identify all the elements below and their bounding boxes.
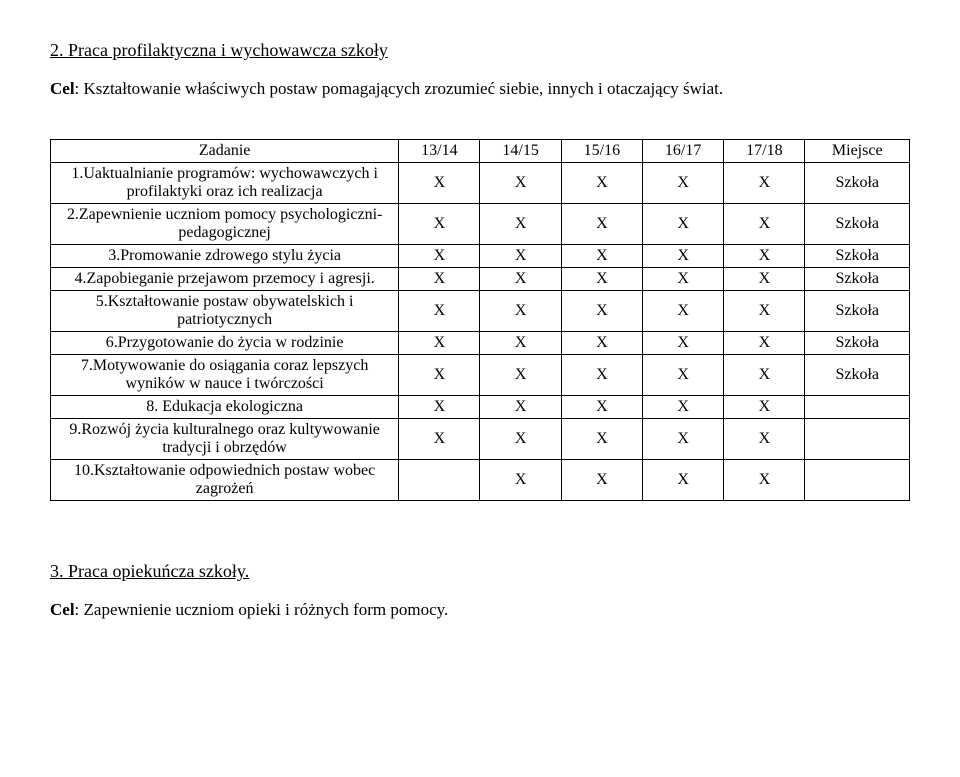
mark-cell: X	[480, 355, 561, 396]
mark-cell: X	[724, 163, 805, 204]
mark-cell: X	[399, 419, 480, 460]
mark-cell: X	[480, 419, 561, 460]
place-cell: Szkoła	[805, 204, 910, 245]
task-cell: 8. Edukacja ekologiczna	[51, 396, 399, 419]
table-row: 3.Promowanie zdrowego stylu życiaXXXXXSz…	[51, 245, 910, 268]
task-cell: 7.Motywowanie do osiągania coraz lepszyc…	[51, 355, 399, 396]
header-16-17: 16/17	[642, 140, 723, 163]
task-cell: 4.Zapobieganie przejawom przemocy i agre…	[51, 268, 399, 291]
mark-cell: X	[724, 332, 805, 355]
mark-cell: X	[561, 268, 642, 291]
task-cell: 6.Przygotowanie do życia w rodzinie	[51, 332, 399, 355]
table-row: 9.Rozwój życia kulturalnego oraz kultywo…	[51, 419, 910, 460]
header-13-14: 13/14	[399, 140, 480, 163]
mark-cell: X	[724, 291, 805, 332]
place-cell	[805, 419, 910, 460]
mark-cell: X	[724, 355, 805, 396]
table-header-row: Zadanie 13/14 14/15 15/16 16/17 17/18 Mi…	[51, 140, 910, 163]
tasks-table: Zadanie 13/14 14/15 15/16 16/17 17/18 Mi…	[50, 139, 910, 501]
header-task: Zadanie	[51, 140, 399, 163]
mark-cell: X	[561, 163, 642, 204]
mark-cell: X	[399, 245, 480, 268]
mark-cell: X	[642, 355, 723, 396]
mark-cell: X	[399, 332, 480, 355]
place-cell: Szkoła	[805, 163, 910, 204]
mark-cell: X	[724, 245, 805, 268]
table-row: 1.Uaktualnianie programów: wychowawczych…	[51, 163, 910, 204]
table-row: 2.Zapewnienie uczniom pomocy psychologic…	[51, 204, 910, 245]
mark-cell: X	[399, 268, 480, 291]
table-row: 6.Przygotowanie do życia w rodzinieXXXXX…	[51, 332, 910, 355]
section-2-heading: 2. Praca profilaktyczna i wychowawcza sz…	[50, 40, 910, 61]
place-cell: Szkoła	[805, 291, 910, 332]
table-row: 7.Motywowanie do osiągania coraz lepszyc…	[51, 355, 910, 396]
mark-cell: X	[642, 291, 723, 332]
goal-label: Cel	[50, 79, 75, 98]
header-14-15: 14/15	[480, 140, 561, 163]
task-cell: 5.Kształtowanie postaw obywatelskich i p…	[51, 291, 399, 332]
place-cell: Szkoła	[805, 268, 910, 291]
mark-cell: X	[642, 163, 723, 204]
goal-text: : Kształtowanie właściwych postaw pomaga…	[75, 79, 724, 98]
mark-cell: X	[642, 204, 723, 245]
mark-cell: X	[561, 460, 642, 501]
mark-cell: X	[561, 291, 642, 332]
mark-cell: X	[480, 245, 561, 268]
goal-text: : Zapewnienie uczniom opieki i różnych f…	[75, 600, 449, 619]
place-cell: Szkoła	[805, 245, 910, 268]
mark-cell	[399, 460, 480, 501]
mark-cell: X	[561, 204, 642, 245]
place-cell: Szkoła	[805, 355, 910, 396]
section-2-goal: Cel: Kształtowanie właściwych postaw pom…	[50, 79, 910, 99]
section-3-goal: Cel: Zapewnienie uczniom opieki i różnyc…	[50, 600, 910, 620]
mark-cell: X	[399, 163, 480, 204]
header-17-18: 17/18	[724, 140, 805, 163]
mark-cell: X	[561, 332, 642, 355]
mark-cell: X	[480, 396, 561, 419]
place-cell	[805, 460, 910, 501]
mark-cell: X	[561, 419, 642, 460]
mark-cell: X	[642, 268, 723, 291]
mark-cell: X	[642, 396, 723, 419]
mark-cell: X	[724, 268, 805, 291]
mark-cell: X	[480, 460, 561, 501]
mark-cell: X	[724, 396, 805, 419]
mark-cell: X	[480, 291, 561, 332]
mark-cell: X	[642, 245, 723, 268]
mark-cell: X	[480, 163, 561, 204]
goal-label: Cel	[50, 600, 75, 619]
table-row: 5.Kształtowanie postaw obywatelskich i p…	[51, 291, 910, 332]
task-cell: 1.Uaktualnianie programów: wychowawczych…	[51, 163, 399, 204]
task-cell: 3.Promowanie zdrowego stylu życia	[51, 245, 399, 268]
mark-cell: X	[480, 268, 561, 291]
mark-cell: X	[480, 332, 561, 355]
mark-cell: X	[642, 419, 723, 460]
mark-cell: X	[399, 396, 480, 419]
task-cell: 2.Zapewnienie uczniom pomocy psychologic…	[51, 204, 399, 245]
table-row: 8. Edukacja ekologicznaXXXXX	[51, 396, 910, 419]
header-15-16: 15/16	[561, 140, 642, 163]
mark-cell: X	[561, 355, 642, 396]
mark-cell: X	[642, 332, 723, 355]
table-row: 10.Kształtowanie odpowiednich postaw wob…	[51, 460, 910, 501]
task-cell: 9.Rozwój życia kulturalnego oraz kultywo…	[51, 419, 399, 460]
header-place: Miejsce	[805, 140, 910, 163]
mark-cell: X	[724, 419, 805, 460]
place-cell	[805, 396, 910, 419]
table-row: 4.Zapobieganie przejawom przemocy i agre…	[51, 268, 910, 291]
mark-cell: X	[561, 396, 642, 419]
mark-cell: X	[399, 204, 480, 245]
section-3-heading: 3. Praca opiekuńcza szkoły.	[50, 561, 910, 582]
mark-cell: X	[480, 204, 561, 245]
mark-cell: X	[724, 460, 805, 501]
mark-cell: X	[399, 355, 480, 396]
task-cell: 10.Kształtowanie odpowiednich postaw wob…	[51, 460, 399, 501]
mark-cell: X	[642, 460, 723, 501]
mark-cell: X	[724, 204, 805, 245]
mark-cell: X	[561, 245, 642, 268]
mark-cell: X	[399, 291, 480, 332]
place-cell: Szkoła	[805, 332, 910, 355]
